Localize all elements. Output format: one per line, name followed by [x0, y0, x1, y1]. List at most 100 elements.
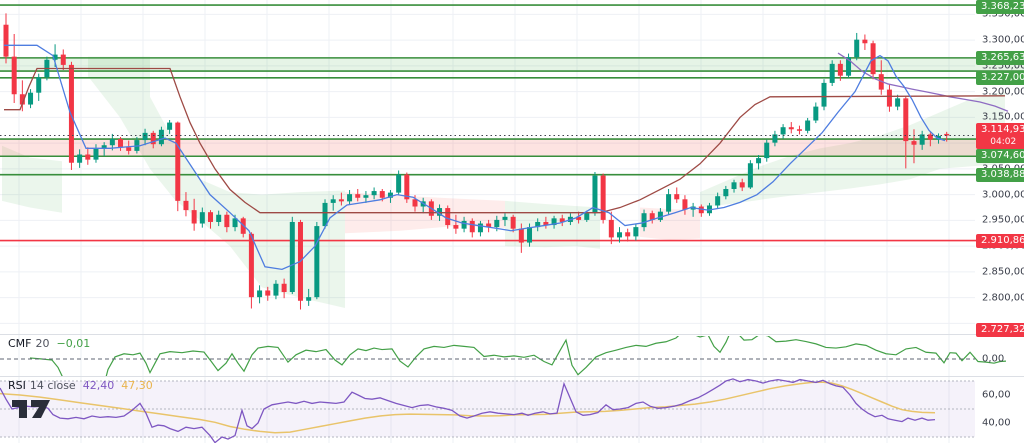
tenkan-line — [4, 44, 946, 271]
candle-body — [371, 191, 377, 196]
candle-body — [109, 139, 115, 146]
candle-body — [183, 200, 189, 211]
candle-body — [576, 216, 582, 220]
cmf-line — [29, 336, 1007, 376]
candle-body — [355, 194, 361, 198]
candle-body — [633, 227, 639, 237]
rsi-param: 14 close — [29, 379, 76, 392]
candle-body — [3, 24, 9, 57]
candle-body — [527, 227, 533, 243]
candle-body — [756, 158, 762, 164]
candle-body — [477, 223, 483, 233]
candle-body — [175, 122, 181, 201]
candle-body — [715, 196, 721, 206]
candle-body — [698, 206, 704, 214]
candle-body — [821, 82, 827, 107]
candle-body — [68, 64, 74, 163]
candle-body — [248, 233, 254, 298]
candle-body — [551, 218, 557, 226]
candle-body — [739, 182, 745, 188]
candle-body — [338, 199, 344, 202]
candle-body — [28, 92, 34, 105]
cmf-legend[interactable]: CMF 20 −0,01 — [8, 337, 90, 350]
candle-body — [944, 133, 950, 136]
candle-body — [666, 194, 672, 212]
candle-body — [404, 174, 410, 200]
candle-body — [494, 219, 500, 228]
candle-body — [936, 135, 942, 140]
candle-body — [396, 174, 402, 193]
candle-body — [232, 218, 238, 228]
rsi-line — [0, 378, 936, 443]
candle-body — [510, 216, 516, 229]
candle-body — [535, 221, 541, 228]
candle-body — [911, 141, 917, 145]
candle-body — [379, 191, 385, 198]
candle-body — [469, 220, 475, 233]
candle-body — [461, 220, 467, 229]
candle-body — [846, 57, 852, 76]
candle-body — [919, 134, 925, 145]
pane-separator[interactable] — [0, 376, 1024, 377]
candle-body — [870, 43, 876, 75]
sr-zone[interactable] — [0, 57, 1024, 72]
candle-body — [731, 182, 737, 190]
candle-body — [273, 283, 279, 296]
candle-body — [150, 132, 156, 145]
candle-body — [224, 214, 230, 228]
ichimoku-cloud — [2, 145, 62, 213]
candle-body — [445, 208, 451, 226]
candle-body — [649, 213, 655, 220]
senkou-line — [837, 52, 1009, 112]
candle-body — [347, 194, 353, 202]
pane-separator[interactable] — [0, 334, 1024, 335]
candle-body — [805, 120, 811, 131]
candle-body — [764, 142, 770, 159]
candle-body — [60, 54, 66, 65]
candle-body — [559, 218, 565, 222]
rsi-name: RSI — [8, 379, 26, 392]
candle-body — [281, 283, 287, 293]
candle-body — [257, 290, 263, 298]
candle-body — [387, 192, 393, 198]
candle-body — [191, 210, 197, 224]
candle-body — [641, 213, 647, 228]
candle-body — [543, 221, 549, 226]
candle-body — [363, 195, 369, 198]
candle-body — [723, 189, 729, 197]
candle-body — [306, 297, 312, 301]
rsi-value: 42,40 — [82, 379, 115, 392]
candle-body — [36, 77, 42, 93]
candle-body — [93, 148, 99, 160]
candle-body — [142, 132, 148, 141]
candle-body — [608, 219, 614, 238]
candle-body — [600, 175, 606, 220]
ichimoku-cloud — [640, 207, 700, 240]
ichimoku-cloud — [88, 56, 345, 308]
candle-body — [322, 202, 328, 227]
cmf-param: 20 — [35, 337, 50, 350]
candle-body — [788, 127, 794, 130]
rsi-legend[interactable]: RSI 14 close 42,40 47,30 — [8, 379, 153, 392]
candle-body — [85, 154, 91, 160]
candle-body — [625, 232, 631, 237]
candle-body — [167, 122, 173, 130]
candle-body — [837, 63, 843, 76]
candle-body — [903, 98, 909, 142]
candle-body — [780, 127, 786, 135]
tradingview-logo[interactable] — [10, 397, 62, 421]
candle-body — [747, 163, 753, 188]
candle-body — [289, 221, 295, 293]
candle-body — [118, 139, 124, 148]
candle-body — [772, 134, 778, 143]
candle-body — [895, 98, 901, 107]
candle-body — [813, 106, 819, 121]
candle-body — [518, 228, 524, 243]
candle-body — [486, 223, 492, 228]
cmf-value: −0,01 — [56, 337, 91, 350]
candle-body — [927, 134, 933, 140]
candle-body — [265, 290, 271, 296]
candle-body — [158, 129, 164, 145]
